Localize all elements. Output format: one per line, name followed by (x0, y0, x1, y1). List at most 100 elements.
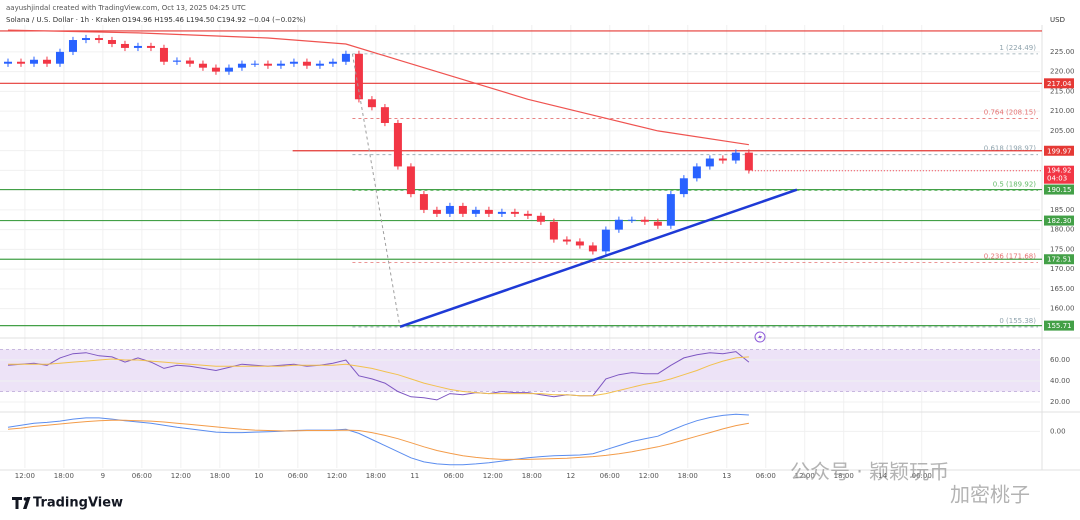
candle-body (120, 43, 129, 48)
x-tick-label: 06:00 (756, 472, 776, 480)
y-tick-label: 185.00 (1050, 206, 1075, 214)
y-tick-label: 40.00 (1050, 377, 1070, 385)
logo (12, 497, 31, 509)
x-tick-label: 12:00 (327, 472, 347, 480)
candle-body (510, 211, 519, 214)
level-label-box (1044, 145, 1074, 156)
indicator-line (8, 356, 749, 397)
moving-average (7, 29, 749, 146)
x-tick-label: 12:00 (171, 472, 191, 480)
watermark: 加密桃子 (950, 483, 1030, 507)
candle-body (328, 61, 337, 64)
y-tick-label: 20.00 (1050, 398, 1070, 406)
candle-body (575, 241, 584, 246)
y-tick-label: 165.00 (1050, 285, 1075, 293)
x-tick-label: 12:00 (639, 472, 659, 480)
trendline (399, 188, 798, 328)
x-tick-label: 11 (410, 472, 419, 480)
candle-body (211, 67, 220, 72)
y-tick-label: 215.00 (1050, 87, 1075, 95)
candle-body (3, 61, 12, 64)
fib-label: 0 (155.38) (999, 317, 1036, 325)
x-tick-label: 13 (722, 472, 731, 480)
candle-body (315, 63, 324, 66)
x-tick-label: 18:00 (210, 472, 230, 480)
candle-body (81, 38, 90, 41)
y-tick-label: 170.00 (1050, 265, 1075, 273)
level-label-box (1044, 78, 1074, 89)
level-label: 217.04 (1047, 80, 1072, 88)
candle-body (354, 53, 363, 100)
x-tick-label: 06:00 (600, 472, 620, 480)
x-tick-label: 12:00 (483, 472, 503, 480)
indicator-line (7, 413, 749, 466)
y-tick-label: 210.00 (1050, 107, 1075, 115)
candle-body (367, 99, 376, 108)
x-tick-label: 10 (254, 472, 263, 480)
level-label-box (1044, 215, 1074, 226)
x-tick-label: 18:00 (834, 472, 854, 480)
candle-body (523, 213, 532, 216)
candle-body (237, 63, 246, 68)
lightning-icon (754, 331, 766, 343)
current-price-label: 194.92 (1047, 167, 1072, 175)
candle-body (29, 59, 38, 64)
candle-body (94, 38, 103, 41)
candle-body (146, 45, 155, 48)
level-label: 190.15 (1047, 186, 1072, 194)
x-tick-label: 18:00 (678, 472, 698, 480)
candle-body (341, 53, 350, 62)
fib-label: 0.618 (198.97) (984, 145, 1036, 153)
candle-body (484, 209, 493, 214)
fib-label: 1 (224.49) (999, 44, 1036, 52)
candle-body (55, 51, 64, 64)
logo-text: TradingView (33, 496, 123, 511)
candle-body (588, 245, 597, 252)
fib-label: 0.764 (208.15) (984, 108, 1036, 116)
candle-body (601, 229, 610, 252)
candle-body (419, 194, 428, 210)
candle-body (692, 166, 701, 179)
candle-body (42, 59, 51, 64)
candle-body (640, 219, 649, 222)
y-tick-label: 220.00 (1050, 68, 1075, 76)
candle-body (302, 61, 311, 66)
candle-body (263, 63, 272, 66)
candle-body (172, 60, 181, 62)
level-label-box (1044, 184, 1074, 195)
x-tick-label: 06:00 (288, 472, 308, 480)
candle-body (185, 60, 194, 64)
x-tick-label: 14 (878, 472, 887, 480)
candle-body (536, 215, 545, 222)
ohlc: O194.96 H195.46 L194.50 C194.92 −0.04 (−… (122, 16, 306, 24)
x-tick-label: 18:00 (366, 472, 386, 480)
candle-body (133, 45, 142, 48)
candle-body (471, 209, 480, 214)
currency: USD (1050, 16, 1065, 24)
x-tick-label: 18:00 (522, 472, 542, 480)
candle-body (16, 61, 25, 64)
x-tick-label: 12:00 (15, 472, 35, 480)
y-tick-label: 225.00 (1050, 48, 1075, 56)
x-tick-label: 18:00 (54, 472, 74, 480)
candle-body (159, 47, 168, 62)
candle-body (562, 239, 571, 242)
level-label: 182.30 (1047, 217, 1072, 225)
candle-body (731, 152, 740, 161)
y-tick-label: 175.00 (1050, 245, 1075, 253)
candle-body (458, 205, 467, 214)
candle-body (549, 221, 558, 240)
candle-body (406, 166, 415, 195)
watermark: 公众号 · 颖颖玩币 (790, 460, 949, 484)
x-tick-label: 06:00 (444, 472, 464, 480)
symbol: Solana / U.S. Dollar · 1h · Kraken (6, 16, 120, 24)
candle-body (276, 63, 285, 66)
y-tick-label: 180.00 (1050, 226, 1075, 234)
level-label-box (1044, 320, 1074, 331)
candle-body (68, 40, 77, 52)
charts: 12:00 18:00 9 06:00 12:00 18:00 10 06:00 12:00 18… (0, 25, 1080, 480)
current-price-box (1044, 165, 1074, 184)
candle-body (705, 158, 714, 167)
